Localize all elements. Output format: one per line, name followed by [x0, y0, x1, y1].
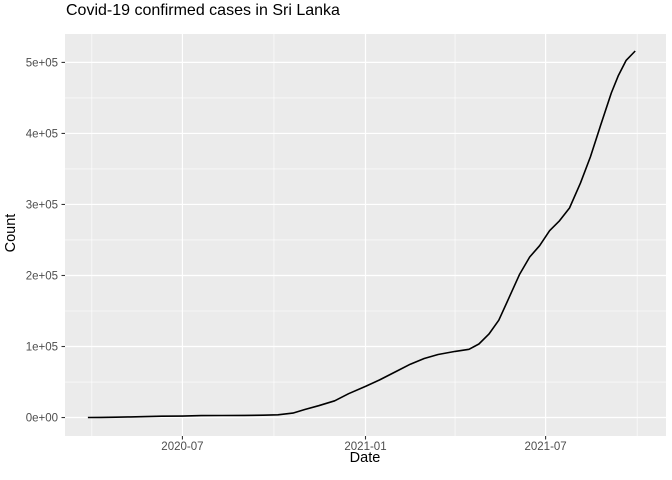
y-tick-label: 4e+05	[26, 128, 58, 140]
x-tick-label: 2020-07	[161, 441, 203, 453]
y-tick-label: 5e+05	[26, 57, 58, 69]
x-tick-label: 2021-01	[344, 441, 386, 453]
data-line	[87, 50, 636, 419]
x-axis-title: Date	[349, 450, 381, 466]
y-tick-label: 0e+00	[26, 413, 58, 425]
y-tick-label: 2e+05	[26, 270, 58, 282]
y-tick-label: 3e+05	[26, 199, 58, 211]
y-tick-label: 1e+05	[26, 342, 58, 354]
x-tick-label: 2021-07	[524, 441, 566, 453]
chart-title: Covid-19 confirmed cases in Sri Lanka	[66, 2, 340, 19]
y-axis-title: Count	[3, 213, 19, 253]
